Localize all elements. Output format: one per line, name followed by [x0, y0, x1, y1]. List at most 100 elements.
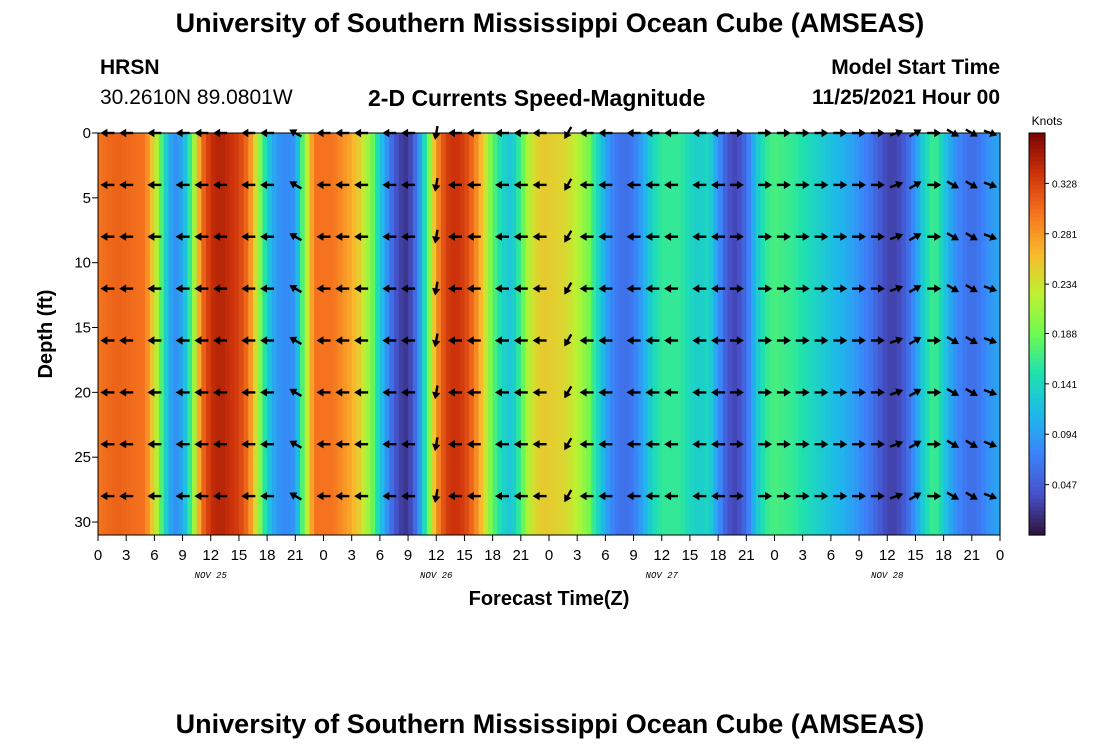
current-arrow — [711, 388, 726, 397]
current-arrow — [194, 440, 209, 449]
colorbar-segment — [1029, 257, 1045, 263]
current-arrow — [692, 180, 707, 190]
current-arrow — [532, 284, 547, 293]
colorbar-segment — [1029, 410, 1045, 415]
colorbar-segment — [1029, 277, 1045, 283]
x-axis: 0 3 6 9 12 15 18 21 0 3 6 9 12 15 18 21 0 3 6 9 12 15 18 21 0 3 6 9… — [94, 535, 1004, 581]
heatmap-cell — [722, 133, 729, 535]
heatmap-cell — [412, 133, 419, 535]
current-arrow — [147, 284, 162, 293]
current-arrow — [852, 284, 867, 293]
x-axis-label: Forecast Time(Z) — [469, 588, 630, 610]
heatmap-cell — [511, 133, 517, 535]
current-arrow — [908, 440, 922, 449]
heatmap-cell — [206, 133, 212, 535]
colorbar-segment — [1029, 193, 1045, 198]
current-arrow — [564, 385, 573, 399]
heatmap-cell — [581, 133, 588, 535]
x-tick-label: 9 — [404, 547, 412, 564]
current-arrow — [175, 180, 190, 190]
current-arrow — [758, 388, 773, 397]
colorbar-segment — [1029, 157, 1045, 162]
heatmap-cell — [187, 133, 193, 535]
current-arrow — [795, 491, 810, 501]
current-arrow — [495, 388, 509, 397]
heatmap-cell — [910, 133, 917, 535]
current-arrow — [664, 440, 679, 449]
colorbar-segment — [1029, 181, 1045, 186]
heatmap-cell — [356, 133, 362, 535]
current-arrow — [432, 177, 441, 192]
x-tick-label: 15 — [907, 547, 924, 564]
current-arrow — [711, 180, 726, 190]
colorbar-segment — [1029, 197, 1045, 202]
current-arrow — [147, 336, 162, 345]
current-arrow — [946, 284, 960, 293]
current-arrow — [870, 388, 885, 397]
current-arrow — [175, 491, 190, 501]
current-arrow — [833, 232, 848, 241]
heatmap-cell — [732, 133, 738, 535]
current-arrow — [401, 284, 416, 293]
current-arrow — [598, 284, 613, 293]
heatmap-cell — [685, 133, 691, 535]
heatmap-cell — [708, 133, 715, 535]
current-arrow — [908, 285, 922, 294]
heatmap-cell — [873, 133, 879, 535]
heatmap-cell — [257, 133, 264, 535]
current-arrow — [147, 232, 162, 241]
colorbar-segment — [1029, 394, 1045, 399]
colorbar-segment — [1029, 177, 1045, 182]
current-arrow — [335, 388, 350, 397]
x-tick-label: 18 — [259, 547, 276, 564]
heatmap-cell — [558, 133, 564, 535]
current-arrow — [626, 491, 641, 501]
x-tick-label: 6 — [150, 547, 158, 564]
colorbar-segment — [1029, 153, 1045, 158]
colorbar-segment — [1029, 442, 1045, 448]
heatmap-cell — [459, 133, 466, 535]
heatmap-cell — [121, 133, 127, 535]
heatmap-cell — [854, 133, 860, 535]
colorbar-segment — [1029, 450, 1045, 456]
heatmap-cell — [957, 133, 964, 535]
colorbar-segment — [1029, 338, 1045, 343]
current-arrow — [316, 232, 331, 241]
current-arrow — [289, 233, 302, 242]
current-arrow — [795, 180, 810, 190]
current-arrow — [466, 388, 481, 397]
heatmap-cell — [346, 133, 353, 535]
colorbar-segment — [1029, 350, 1045, 355]
current-arrow — [758, 491, 773, 501]
x-tick-label: 3 — [122, 547, 130, 564]
heatmap-cell — [699, 133, 705, 535]
heatmap-cell — [478, 133, 484, 535]
colorbar-segment — [1029, 382, 1045, 387]
current-arrow — [833, 180, 848, 190]
current-arrow — [260, 180, 275, 190]
current-arrow — [758, 180, 773, 190]
heatmap-cell — [417, 133, 423, 535]
date-label: NOV 28 — [871, 571, 904, 581]
colorbar-segment — [1029, 506, 1045, 512]
current-arrow — [776, 440, 791, 449]
heatmap-cell — [154, 133, 160, 535]
colorbar-segment — [1029, 229, 1045, 235]
current-arrow — [260, 232, 275, 241]
current-arrow — [645, 336, 660, 345]
heatmap-cell — [271, 133, 278, 535]
colorbar-segment — [1029, 189, 1045, 194]
current-arrow — [692, 440, 707, 449]
station-coordinates: 30.2610N 89.0801W — [100, 86, 293, 109]
colorbar-segment — [1029, 378, 1045, 383]
current-arrow — [532, 491, 547, 501]
current-arrow — [927, 336, 942, 345]
current-arrow — [532, 440, 547, 449]
colorbar-segment — [1029, 434, 1045, 440]
current-arrow — [175, 284, 190, 293]
current-arrow — [495, 232, 509, 241]
heatmap-cell — [793, 133, 799, 535]
current-arrow — [335, 491, 350, 501]
current-arrow — [432, 385, 441, 400]
date-label: NOV 25 — [195, 571, 228, 581]
